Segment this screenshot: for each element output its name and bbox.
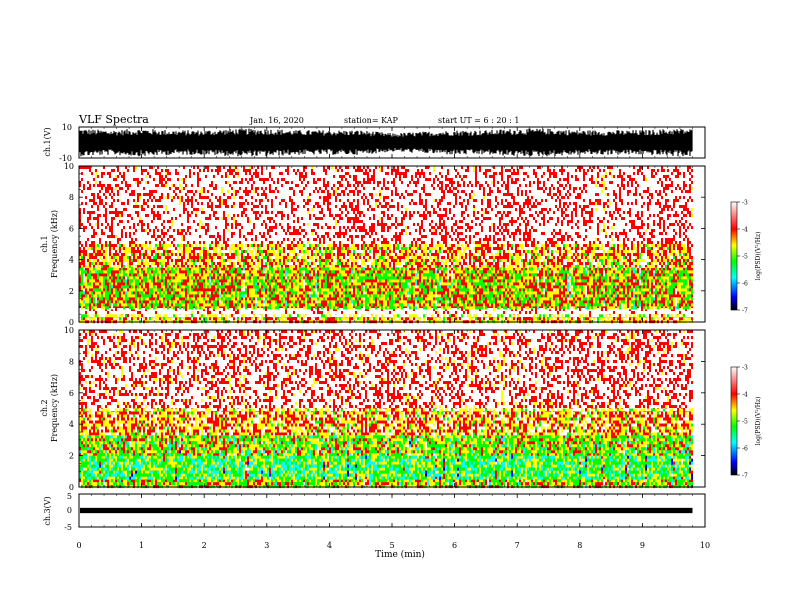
ch2-colorbar: -3 -4 -5 -6 -7 log(PSD)(V²/Hz): [730, 365, 762, 480]
ch2-spectrogram-panel: 0 2 4 6 8 10 ch.2 Frequency (kHz): [40, 326, 706, 492]
ch2-spectrogram-cells: [79, 408, 693, 489]
figure-title: VLF Spectra: [78, 113, 149, 126]
ch1-spectrogram-image: [79, 166, 693, 324]
freq-tick-label: 10: [64, 162, 74, 171]
ch1-channel-label: ch.1: [40, 235, 49, 252]
ch1-spectrogram-cells: [79, 244, 693, 324]
time-tick-label: 6: [452, 541, 457, 550]
ch3-waveform-ylabel: ch.3(V): [43, 496, 52, 525]
time-tick-label: 7: [515, 541, 520, 550]
time-tick-label: 1: [139, 541, 144, 550]
ch3-waveform-trace: [80, 507, 693, 514]
ch2-colorbar-gradient: [730, 366, 738, 476]
colorbar-tick-label: -5: [742, 254, 748, 261]
freq-tick-label: 8: [69, 357, 74, 366]
freq-tick-label: 2: [69, 452, 74, 461]
ch2-spectrogram-image: [79, 330, 693, 489]
time-tick-label: 5: [389, 541, 394, 550]
header-date: Jan. 16, 2020: [249, 116, 304, 125]
colorbar-tick-label: -4: [742, 392, 748, 399]
time-tick-label: 3: [264, 541, 269, 550]
freq-tick-label: 2: [69, 287, 74, 296]
ch1-waveform-line: [79, 128, 693, 157]
ch3-ytick-bottom: -5: [64, 523, 72, 532]
time-axis-label: Time (min): [375, 549, 425, 560]
freq-tick-label: 8: [69, 193, 74, 202]
colorbar-tick-label: -5: [742, 419, 748, 426]
header-station: station= KAP: [344, 116, 399, 125]
ch1-ytick-bottom: -10: [59, 154, 72, 163]
ch1-spectrogram-cells: [79, 166, 693, 324]
time-tick-label: 0: [76, 541, 81, 550]
ch3-ytick-mid: 0: [67, 506, 72, 515]
ch2-spectrogram-cells: [79, 330, 693, 489]
time-tick-label: 9: [640, 541, 645, 550]
colorbar-tick-label: -3: [742, 200, 748, 207]
freq-tick-label: 6: [69, 389, 74, 398]
ch2-spectrogram-cells: [79, 330, 693, 489]
colorbar-tick-label: -7: [742, 308, 748, 315]
time-tick-label: 2: [202, 541, 207, 550]
freq-tick-label: 0: [69, 318, 74, 327]
ch1-waveform-trace: [79, 128, 693, 157]
ch1-colorbar: -3 -4 -5 -6 -7 log(PSD)(V²/Hz): [730, 200, 762, 315]
time-tick-label: 8: [577, 541, 582, 550]
colorbar-tick-label: -3: [742, 365, 748, 372]
ch2-freq-ylabel: Frequency (kHz): [50, 374, 59, 442]
time-axis: 0 1 2 3 4 5 6 7 8 9 10: [76, 127, 710, 550]
ch2-colorbar-label: log(PSD)(V²/Hz): [755, 397, 762, 446]
time-tick-label: 10: [700, 541, 710, 550]
ch3-waveform-band: [80, 507, 693, 514]
colorbar-tick-label: -7: [742, 473, 748, 480]
time-tick-label: 4: [327, 541, 332, 550]
ch1-freq-ylabel: Frequency (kHz): [50, 210, 59, 278]
ch1-colorbar-gradient: [730, 201, 738, 311]
freq-tick-label: 4: [69, 420, 74, 429]
ch1-waveform-panel: 10 -10 ch.1(V): [43, 123, 706, 163]
colorbar-tick-label: -4: [742, 227, 748, 234]
ch1-spectrogram-panel: 0 2 4 6 8 10 ch.1 Frequency (kHz): [40, 162, 706, 327]
ch2-colorbar-ticks: -3 -4 -5 -6 -7: [737, 365, 748, 480]
ch1-freq-ticks: 0 2 4 6 8 10: [64, 162, 705, 327]
freq-tick-label: 10: [64, 326, 74, 335]
ch3-ytick-top: 5: [67, 492, 72, 501]
freq-tick-label: 4: [69, 256, 74, 265]
ch1-waveform-ylabel: ch.1(V): [43, 127, 52, 156]
colorbar-tick-label: -6: [742, 281, 748, 288]
ch2-channel-label: ch.2: [40, 399, 49, 416]
ch1-colorbar-label: log(PSD)(V²/Hz): [755, 232, 762, 281]
ch1-ytick-top: 10: [62, 123, 72, 132]
freq-tick-label: 0: [69, 483, 74, 492]
freq-tick-label: 6: [69, 224, 74, 233]
ch1-spectrogram-cells: [79, 166, 693, 324]
header-start-time: start UT = 6 : 20 : 1: [438, 116, 519, 125]
colorbar-tick-label: -6: [742, 446, 748, 453]
ch3-waveform-panel: 5 0 -5 ch.3(V): [43, 492, 706, 532]
ch2-spectrogram-cells: [79, 435, 693, 489]
ch1-colorbar-ticks: -3 -4 -5 -6 -7: [737, 200, 748, 315]
ch1-spectrogram-cells: [79, 166, 693, 324]
